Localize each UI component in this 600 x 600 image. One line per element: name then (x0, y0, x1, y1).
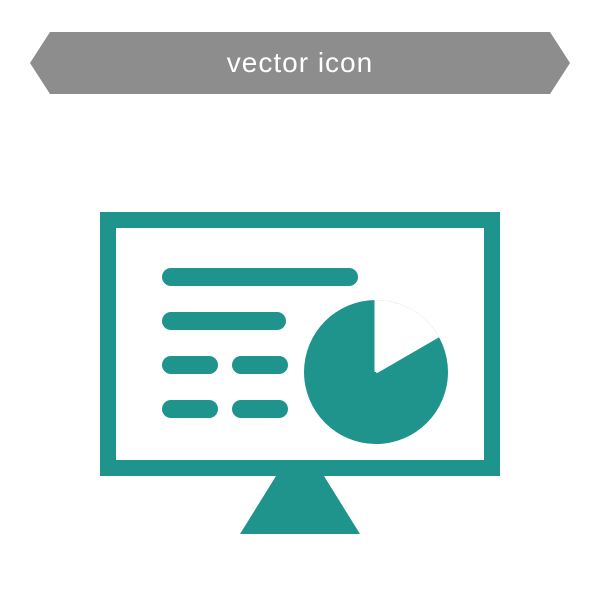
header-label: vector icon (227, 47, 373, 79)
monitor-report-icon (100, 212, 500, 542)
header-banner: vector icon (30, 32, 570, 94)
canvas: vector icon (0, 0, 600, 600)
